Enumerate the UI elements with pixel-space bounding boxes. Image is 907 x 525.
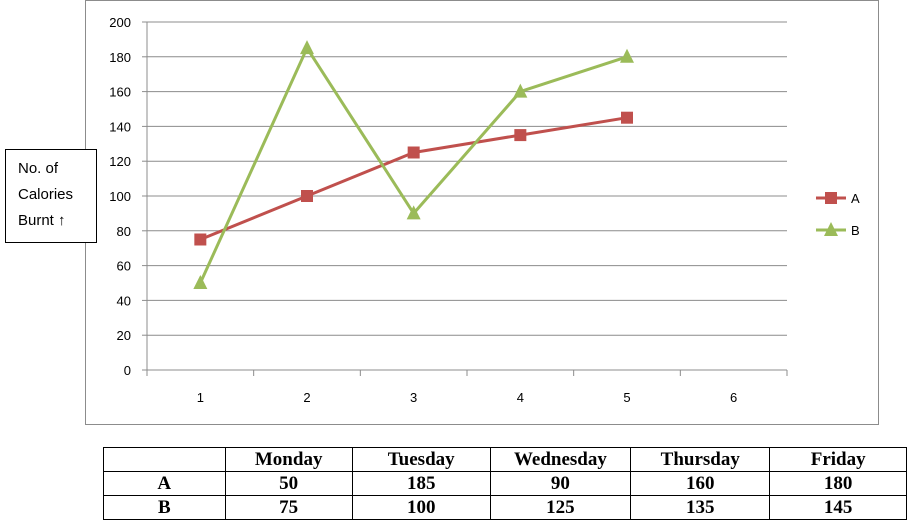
table-cell: 135 xyxy=(630,495,771,520)
table-cell: 90 xyxy=(489,471,632,496)
y-tick-label: 160 xyxy=(109,85,131,100)
x-tick-label: 6 xyxy=(730,390,737,405)
table-cell: A xyxy=(103,471,226,496)
legend-marker-B xyxy=(824,222,838,236)
table-cell: 180 xyxy=(769,471,907,496)
data-point-B xyxy=(620,48,634,63)
table-header-cell: Wednesday xyxy=(489,447,632,472)
data-point-B xyxy=(513,83,528,98)
table-cell: B xyxy=(103,495,226,520)
y-tick-label: 140 xyxy=(109,119,131,134)
table-header-row: Monday Tuesday Wednesday Thursday Friday xyxy=(103,447,907,472)
data-point-A xyxy=(194,233,207,246)
x-tick-label: 5 xyxy=(623,390,630,405)
series-line-B xyxy=(198,46,628,284)
table-row: A 50 185 90 160 180 xyxy=(103,471,907,496)
y-tick-label: 20 xyxy=(117,328,131,343)
data-point-A xyxy=(621,111,633,124)
y-tick-label: 40 xyxy=(117,293,131,308)
y-tick-label: 120 xyxy=(109,154,131,169)
table-header-cell: Friday xyxy=(769,447,907,472)
legend-label: A xyxy=(851,191,860,206)
x-tick-label: 2 xyxy=(303,390,310,405)
y-tick-label: 0 xyxy=(124,363,131,378)
y-tick-label: 60 xyxy=(117,259,131,274)
x-tick-label: 4 xyxy=(517,390,524,405)
data-point-A xyxy=(301,190,313,202)
data-point-A xyxy=(514,129,527,142)
chart-frame xyxy=(85,0,879,425)
y-axis-label-line-3: Burnt ↑ xyxy=(18,212,66,229)
y-tick-label: 100 xyxy=(109,189,131,204)
data-point-B xyxy=(406,205,421,220)
y-tick-label: 80 xyxy=(117,224,131,239)
line-chart: 0 20 40 60 80 100 120 140 160 180 200 1 2 3 4 5 6 A B xyxy=(109,15,860,405)
y-axis-label-box: No. of Calories Burnt ↑ xyxy=(5,149,97,243)
y-tick-label: 180 xyxy=(109,50,131,65)
table-header-cell xyxy=(103,447,226,472)
data-point-A xyxy=(407,146,420,159)
table-header-cell: Tuesday xyxy=(351,447,491,472)
legend-label: B xyxy=(851,223,860,238)
table-row: B 75 100 125 135 145 xyxy=(103,495,907,520)
table-cell: 160 xyxy=(630,471,771,496)
table-cell: 50 xyxy=(224,471,353,496)
table-cell: 145 xyxy=(769,495,907,520)
table-cell: 100 xyxy=(351,495,491,520)
table-cell: 185 xyxy=(351,471,491,496)
table-header-cell: Thursday xyxy=(630,447,771,472)
table-cell: 125 xyxy=(489,495,632,520)
table-header-cell: Monday xyxy=(224,447,353,472)
data-table: Monday Tuesday Wednesday Thursday Friday… xyxy=(103,447,907,520)
y-tick-label: 200 xyxy=(109,15,131,30)
table-cell: 75 xyxy=(224,495,353,520)
data-point-B xyxy=(193,275,208,289)
legend-marker-A xyxy=(825,192,837,204)
y-axis-label-line-1: No. of xyxy=(18,160,59,177)
x-tick-label: 1 xyxy=(197,390,204,405)
x-tick-label: 3 xyxy=(410,390,417,405)
series-line-A xyxy=(199,116,628,241)
y-axis-label-line-2: Calories xyxy=(18,186,74,203)
data-point-B xyxy=(300,40,314,55)
